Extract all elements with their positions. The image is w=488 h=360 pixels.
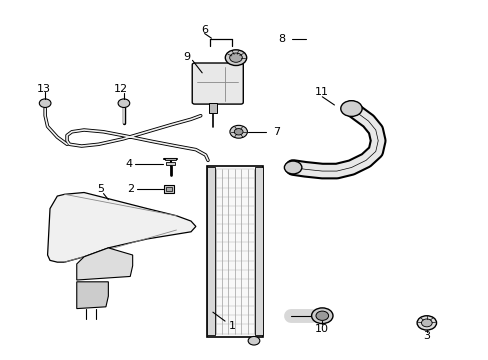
Circle shape xyxy=(234,129,243,135)
Text: 11: 11 xyxy=(315,87,328,98)
Bar xyxy=(165,186,172,191)
Text: 5: 5 xyxy=(98,184,104,194)
Text: 8: 8 xyxy=(278,34,285,44)
Text: 7: 7 xyxy=(272,127,279,137)
Circle shape xyxy=(229,53,242,62)
Bar xyxy=(254,167,262,336)
Polygon shape xyxy=(77,248,132,280)
Bar xyxy=(206,166,262,337)
Text: 13: 13 xyxy=(36,84,50,94)
Polygon shape xyxy=(47,193,196,262)
Bar xyxy=(209,103,216,113)
Text: 10: 10 xyxy=(315,324,328,334)
Text: 2: 2 xyxy=(126,184,134,194)
Circle shape xyxy=(311,308,332,324)
Circle shape xyxy=(315,311,328,320)
Circle shape xyxy=(39,99,51,108)
Circle shape xyxy=(247,337,259,345)
Bar xyxy=(164,158,176,160)
Circle shape xyxy=(421,319,431,327)
Circle shape xyxy=(284,161,301,174)
Text: 4: 4 xyxy=(125,159,133,169)
Text: 3: 3 xyxy=(423,332,429,342)
Circle shape xyxy=(416,316,436,330)
FancyBboxPatch shape xyxy=(192,63,243,104)
Text: 6: 6 xyxy=(201,25,208,35)
Text: 1: 1 xyxy=(228,321,235,332)
Circle shape xyxy=(229,125,247,138)
Circle shape xyxy=(340,101,362,116)
Circle shape xyxy=(118,99,129,108)
Bar xyxy=(163,185,174,193)
Polygon shape xyxy=(77,282,108,309)
Circle shape xyxy=(225,50,246,66)
Bar xyxy=(206,167,214,336)
Text: 9: 9 xyxy=(183,52,190,62)
Bar xyxy=(166,162,175,165)
Text: 12: 12 xyxy=(113,84,127,94)
